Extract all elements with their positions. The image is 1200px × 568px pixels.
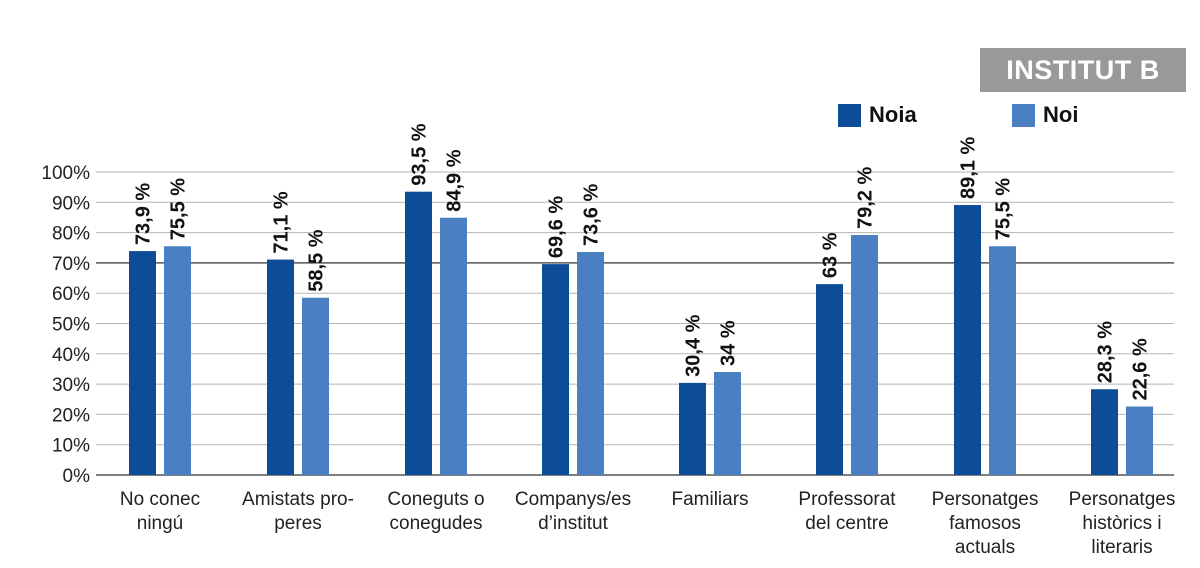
y-tick-label: 70% bbox=[52, 254, 90, 275]
category-label: No conec ningú bbox=[120, 489, 200, 534]
data-label: 28,3 % bbox=[1095, 321, 1117, 383]
category-label: Personatges famosos actuals bbox=[932, 489, 1039, 558]
data-labels: 73,9 % 75,5 % 71,1 % 58,5 % 93,5 % 84,9 % 69,6… bbox=[133, 123, 1152, 400]
y-tick-label: 30% bbox=[52, 375, 90, 396]
bar-noia bbox=[542, 264, 569, 475]
legend-label-noia: Noia bbox=[869, 102, 917, 127]
data-label: 71,1 % bbox=[271, 191, 293, 253]
bar-noi bbox=[164, 246, 191, 475]
legend-swatch-noia bbox=[838, 103, 861, 127]
bar-noi bbox=[1126, 406, 1153, 475]
bar-noia bbox=[405, 191, 432, 475]
bar-noi bbox=[577, 251, 604, 475]
data-label: 73,6 % bbox=[581, 184, 603, 246]
bar-noi bbox=[440, 217, 467, 476]
category-label: Familiars bbox=[671, 489, 748, 510]
legend-item-noi: Noi bbox=[1012, 102, 1078, 128]
bar-noia bbox=[267, 259, 294, 475]
y-tick-label: 50% bbox=[52, 315, 90, 336]
data-label: 58,5 % bbox=[306, 229, 328, 291]
category-label: Coneguts o conegudes bbox=[387, 489, 484, 534]
data-label: 89,1 % bbox=[958, 137, 980, 199]
data-label: 22,6 % bbox=[1130, 338, 1152, 400]
bar-noi bbox=[714, 371, 741, 475]
legend-swatch-noi bbox=[1012, 103, 1035, 127]
data-label: 93,5 % bbox=[409, 123, 431, 185]
y-tick-label: 80% bbox=[52, 224, 90, 245]
category-label: Professorat del centre bbox=[798, 489, 896, 534]
category-label: Amistats pro-peres bbox=[242, 489, 354, 534]
data-label: 63 % bbox=[820, 232, 842, 278]
y-tick-label: 60% bbox=[52, 284, 90, 305]
legend: Noia Noi bbox=[0, 100, 1200, 136]
y-tick-label: 10% bbox=[52, 436, 90, 457]
bar-noia bbox=[1091, 389, 1118, 475]
data-label: 84,9 % bbox=[444, 149, 466, 211]
data-label: 34 % bbox=[718, 320, 740, 366]
legend-item-noia: Noia bbox=[838, 102, 917, 128]
y-tick-label: 90% bbox=[52, 193, 90, 214]
data-label: 73,9 % bbox=[133, 183, 155, 245]
category-label: Companys/es d’institut bbox=[515, 489, 631, 534]
y-tick-label: 0% bbox=[63, 466, 91, 487]
data-label: 30,4 % bbox=[683, 314, 705, 376]
legend-label-noi: Noi bbox=[1043, 102, 1079, 127]
bar-noi bbox=[302, 297, 329, 475]
data-label: 69,6 % bbox=[546, 196, 568, 258]
y-tick-label: 100% bbox=[41, 163, 90, 184]
chart-title: INSTITUT B bbox=[980, 48, 1186, 92]
data-label: 79,2 % bbox=[855, 167, 877, 229]
bar-noia bbox=[129, 251, 156, 475]
bar-noia bbox=[954, 205, 981, 476]
data-label: 75,5 % bbox=[168, 178, 190, 240]
bar-noi bbox=[851, 235, 878, 475]
bar-noi bbox=[989, 246, 1016, 475]
data-label: 75,5 % bbox=[993, 178, 1015, 240]
bar-noia bbox=[816, 284, 843, 475]
y-tick-label: 20% bbox=[52, 405, 90, 426]
bars bbox=[129, 191, 1153, 476]
axes: 0% 10% 20% 30% 40% 50% 60% 70% 80% 90% 100% No cone… bbox=[41, 163, 1175, 558]
y-tick-label: 40% bbox=[52, 345, 90, 366]
category-label: Personatges històrics i literaris bbox=[1069, 489, 1176, 558]
bar-noia bbox=[679, 382, 706, 475]
